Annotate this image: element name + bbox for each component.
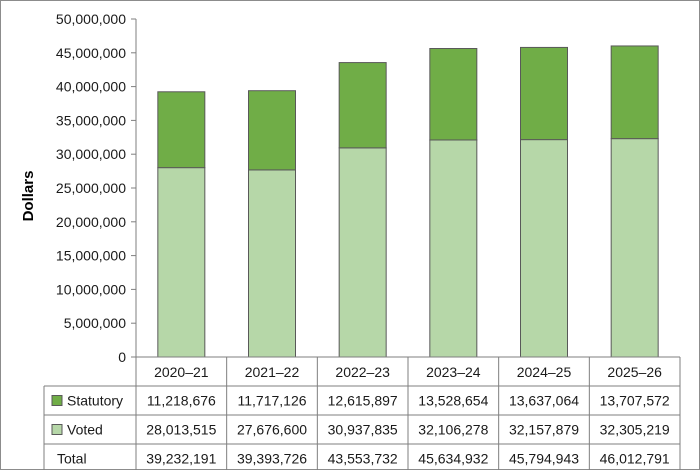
bar-statutory (610, 45, 659, 140)
bar-voted (610, 138, 659, 358)
y-tick-label: 40,000,000 (56, 79, 126, 95)
y-tick-label: 0 (118, 349, 126, 365)
row-label-statutory: Statutory (67, 393, 123, 409)
x-category-label: 2020–21 (154, 364, 209, 380)
y-tick-label: 15,000,000 (56, 248, 126, 264)
table-cell-voted: 32,157,879 (509, 422, 579, 438)
table-cell-voted: 32,106,278 (418, 422, 488, 438)
x-category-label: 2022–23 (335, 364, 390, 380)
legend-swatch-voted (51, 424, 63, 435)
table-cell-total: 43,553,732 (328, 451, 398, 467)
bar-statutory (157, 91, 206, 169)
x-category-label: 2023–24 (426, 364, 481, 380)
table-cell-statutory: 13,637,064 (509, 393, 579, 409)
y-tick-label: 45,000,000 (56, 45, 126, 61)
table-cell-statutory: 13,528,654 (418, 393, 488, 409)
row-label-total: Total (57, 451, 87, 467)
x-category-label: 2025–26 (607, 364, 662, 380)
y-tick-label: 30,000,000 (56, 146, 126, 162)
table-cell-statutory: 11,717,126 (237, 393, 306, 409)
bar-voted (338, 147, 387, 358)
y-tick-label: 20,000,000 (56, 214, 126, 230)
table-cell-voted: 30,937,835 (328, 422, 398, 438)
table-cell-statutory: 13,707,572 (600, 393, 670, 409)
table-cell-statutory: 11,218,676 (147, 393, 216, 409)
bar-voted (157, 167, 206, 358)
table-cell-voted: 28,013,515 (146, 422, 216, 438)
y-tick-label: 5,000,000 (64, 315, 126, 331)
bar-statutory (248, 90, 296, 171)
table-cell-statutory: 12,615,897 (328, 393, 398, 409)
bar-statutory (520, 46, 568, 141)
bar-voted (520, 139, 568, 358)
y-axis-label: Dollars (20, 171, 37, 222)
row-label-voted: Voted (67, 422, 103, 438)
table-cell-voted: 32,305,219 (600, 422, 670, 438)
y-tick-label: 25,000,000 (56, 180, 126, 196)
table-cell-total: 45,634,932 (418, 451, 488, 467)
x-category-label: 2021–22 (245, 364, 300, 380)
table-cell-total: 39,232,191 (146, 451, 216, 467)
bar-voted (429, 139, 478, 358)
x-category-label: 2024–25 (517, 364, 572, 380)
table-cell-voted: 27,676,600 (237, 422, 307, 438)
table-cell-total: 45,794,943 (509, 451, 579, 467)
y-tick-label: 50,000,000 (56, 11, 126, 27)
y-tick-label: 10,000,000 (56, 281, 126, 297)
legend-swatch-statutory (51, 395, 63, 406)
table-cell-total: 46,012,791 (600, 451, 670, 467)
y-tick-label: 35,000,000 (56, 112, 126, 128)
bar-statutory (338, 62, 387, 149)
bar-voted (248, 169, 296, 358)
table-cell-total: 39,393,726 (237, 451, 307, 467)
bar-statutory (429, 48, 478, 141)
